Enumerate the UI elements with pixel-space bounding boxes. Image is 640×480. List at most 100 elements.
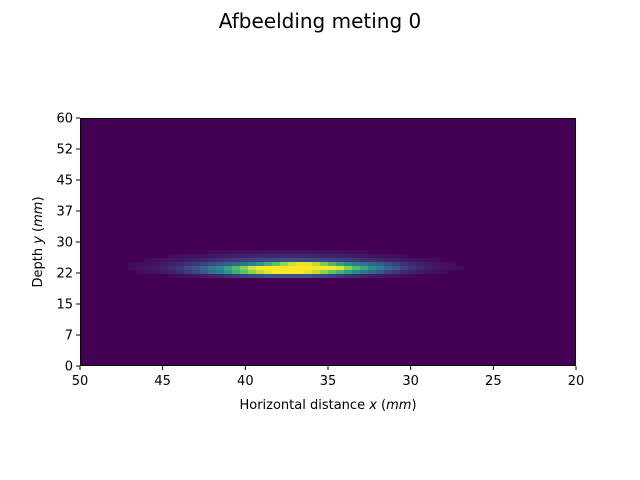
x-tick-label: 25 — [485, 374, 502, 389]
x-axis-label-unit: mm — [386, 398, 411, 413]
heatmap-cell — [352, 274, 360, 278]
heatmap-cell — [344, 270, 352, 274]
heatmap-cell — [168, 254, 176, 258]
heatmap-cell — [200, 270, 208, 274]
heatmap-cell — [160, 266, 168, 270]
heatmap-cell — [432, 262, 440, 266]
heatmap-cell — [320, 274, 328, 278]
heatmap-cell — [416, 270, 424, 274]
heatmap-cell — [408, 266, 416, 270]
heatmap-cell — [208, 266, 216, 270]
heatmap-cell — [128, 262, 136, 266]
heatmap-cell — [248, 258, 256, 262]
heatmap-cell — [304, 262, 312, 266]
heatmap-cell — [360, 274, 368, 278]
y-tick-label: 22 — [56, 267, 73, 282]
heatmap-cell — [344, 274, 352, 278]
heatmap-cell — [408, 258, 416, 262]
y-tick-label: 7 — [65, 329, 73, 344]
heatmap-cell — [376, 266, 384, 270]
heatmap-cell — [200, 262, 208, 266]
heatmap-cell — [384, 274, 392, 278]
x-axis-label-open: ( — [377, 398, 386, 413]
heatmap-cell — [384, 262, 392, 266]
heatmap-cell — [360, 254, 368, 258]
heatmap-cell — [248, 266, 256, 270]
heatmap-cell — [168, 270, 176, 274]
heatmap-cell — [224, 262, 232, 266]
heatmap-cell — [304, 266, 312, 270]
heatmap-cell — [136, 266, 144, 270]
heatmap-cell — [272, 254, 280, 258]
heatmap-cell — [240, 262, 248, 266]
heatmap-cell — [232, 254, 240, 258]
heatmap-cell — [176, 266, 184, 270]
heatmap-background — [80, 118, 576, 366]
y-tick-label: 30 — [56, 236, 73, 251]
heatmap-cell — [376, 262, 384, 266]
heatmap-cell — [272, 266, 280, 270]
heatmap-cell — [136, 262, 144, 266]
heatmap-cell — [360, 270, 368, 274]
heatmap-cell — [400, 254, 408, 258]
heatmap-cell — [280, 270, 288, 274]
heatmap-cell — [128, 266, 136, 270]
heatmap-cell — [368, 258, 376, 262]
heatmap-cell — [344, 262, 352, 266]
heatmap-cell — [152, 266, 160, 270]
heatmap-cell — [248, 270, 256, 274]
heatmap-cell — [336, 258, 344, 262]
heatmap-cell — [376, 270, 384, 274]
heatmap-cell — [368, 254, 376, 258]
heatmap-cell — [304, 258, 312, 262]
heatmap-cell — [248, 262, 256, 266]
heatmap-cell — [360, 266, 368, 270]
heatmap-cell — [272, 270, 280, 274]
y-tick-label: 45 — [56, 174, 73, 189]
heatmap-cell — [352, 266, 360, 270]
heatmap-cell — [184, 258, 192, 262]
x-axis-ticks: 50 45 40 35 30 25 20 — [72, 366, 585, 389]
x-tick-label: 20 — [568, 374, 585, 389]
x-tick-label: 40 — [237, 374, 254, 389]
heatmap-cell — [368, 270, 376, 274]
heatmap-cell — [224, 266, 232, 270]
heatmap-cell — [288, 250, 296, 254]
heatmap-cell — [240, 250, 248, 254]
heatmap-cell — [280, 258, 288, 262]
heatmap-cell — [208, 258, 216, 262]
heatmap-cell — [344, 250, 352, 254]
heatmap-cell — [344, 258, 352, 262]
heatmap-cell — [264, 274, 272, 278]
heatmap-cell — [408, 274, 416, 278]
heatmap-cell — [392, 270, 400, 274]
heatmap-cell — [320, 270, 328, 274]
heatmap-cell — [168, 262, 176, 266]
heatmap-cell — [280, 274, 288, 278]
heatmap-cell — [424, 262, 432, 266]
heatmap-cell — [216, 270, 224, 274]
heatmap-cell — [184, 270, 192, 274]
heatmap-cell — [136, 270, 144, 274]
heatmap-cell — [384, 254, 392, 258]
heatmap-cell — [312, 254, 320, 258]
heatmap-cell — [296, 262, 304, 266]
heatmap-cell — [440, 262, 448, 266]
heatmap-cell — [224, 254, 232, 258]
heatmap-cell — [320, 254, 328, 258]
heatmap-cell — [184, 274, 192, 278]
heatmap-cell — [152, 258, 160, 262]
heatmap-cell — [432, 266, 440, 270]
heatmap-cell — [288, 262, 296, 266]
heatmap-cell — [264, 262, 272, 266]
heatmap-cell — [312, 266, 320, 270]
heatmap-cell — [296, 270, 304, 274]
heatmap-cell — [360, 258, 368, 262]
heatmap-cell — [312, 258, 320, 262]
heatmap-cell — [280, 262, 288, 266]
heatmap-cell — [264, 250, 272, 254]
heatmap-cell — [424, 258, 432, 262]
heatmap-cell — [384, 258, 392, 262]
x-axis-label-var: x — [368, 398, 377, 413]
